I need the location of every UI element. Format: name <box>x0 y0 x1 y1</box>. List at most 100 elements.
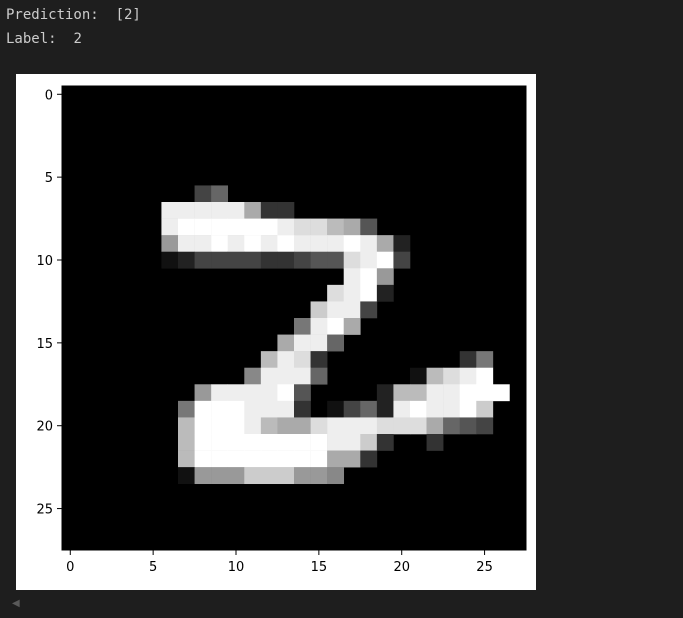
image-pixel <box>260 400 278 418</box>
image-pixel <box>343 434 361 451</box>
image-pixel <box>211 235 229 253</box>
image-pixel <box>294 467 311 485</box>
image-pixel <box>393 235 411 253</box>
image-pixel <box>244 417 262 435</box>
image-pixel <box>443 384 461 402</box>
image-pixel <box>294 351 311 369</box>
image-pixel <box>178 202 195 219</box>
image-pixel <box>260 202 278 219</box>
image-pixel <box>327 417 345 435</box>
image-pixel <box>178 251 195 269</box>
image-pixel <box>360 251 378 269</box>
prediction-value: [2] <box>115 7 141 23</box>
y-tick-label: 0 <box>45 88 53 103</box>
image-pixel <box>327 450 345 468</box>
image-pixel <box>426 367 444 385</box>
image-pixel <box>194 235 212 253</box>
image-pixel <box>227 450 245 468</box>
image-pixel <box>360 400 378 418</box>
image-pixel <box>376 235 394 253</box>
image-pixel <box>211 218 229 236</box>
y-tick-label: 20 <box>36 420 53 435</box>
image-pixel <box>343 318 361 335</box>
image-pixel <box>178 467 195 485</box>
image-pixel <box>211 185 229 203</box>
image-pixel <box>360 268 378 286</box>
image-pixel <box>360 434 378 451</box>
image-pixel <box>343 251 361 269</box>
image-pixel <box>310 218 328 236</box>
image-pixel <box>178 235 195 253</box>
image-pixel <box>178 450 195 468</box>
image-pixel <box>310 334 328 352</box>
image-pixel <box>227 417 245 435</box>
image-pixel <box>244 218 262 236</box>
image-pixel <box>426 417 444 435</box>
y-tick-label: 10 <box>36 254 53 269</box>
image-pixel <box>343 284 361 302</box>
image-pixel <box>343 218 361 236</box>
image-pixel <box>211 251 229 269</box>
image-pixel <box>227 467 245 485</box>
image-pixel <box>360 284 378 302</box>
image-pixel <box>393 251 411 269</box>
image-pixel <box>410 367 427 385</box>
image-pixel <box>244 235 262 253</box>
image-pixel <box>194 218 212 236</box>
image-pixel <box>178 434 195 451</box>
image-pixel <box>376 384 394 402</box>
scroll-left-icon[interactable]: ◀ <box>12 598 20 609</box>
image-pixel <box>376 400 394 418</box>
image-pixel <box>476 400 494 418</box>
image-pixel <box>178 417 195 435</box>
image-pixel <box>294 384 311 402</box>
image-pixel <box>327 284 345 302</box>
image-pixel <box>376 284 394 302</box>
image-pixel <box>277 434 295 451</box>
image-pixel <box>227 400 245 418</box>
image-pixel <box>211 417 229 435</box>
image-pixel <box>161 202 179 219</box>
image-pixel <box>260 351 278 369</box>
x-tick-label: 15 <box>311 560 328 575</box>
image-pixel <box>376 268 394 286</box>
image-pixel <box>227 202 245 219</box>
image-pixel <box>310 367 328 385</box>
y-tick-label: 15 <box>36 337 53 352</box>
image-pixel <box>310 351 328 369</box>
image-pixel <box>277 367 295 385</box>
image-pixels <box>62 86 526 550</box>
image-pixel <box>277 384 295 402</box>
image-pixel <box>426 400 444 418</box>
image-pixel <box>327 218 345 236</box>
image-pixel <box>194 251 212 269</box>
image-pixel <box>211 434 229 451</box>
image-pixel <box>244 400 262 418</box>
image-pixel <box>310 417 328 435</box>
image-pixel <box>393 417 411 435</box>
image-pixel <box>277 351 295 369</box>
image-pixel <box>492 384 510 402</box>
image-pixel <box>343 400 361 418</box>
image-pixel <box>211 400 229 418</box>
image-pixel <box>443 400 461 418</box>
image-pixel <box>194 400 212 418</box>
image-pixel <box>343 268 361 286</box>
image-pixel <box>260 251 278 269</box>
image-pixel <box>294 251 311 269</box>
image-pixel <box>294 434 311 451</box>
image-pixel <box>476 367 494 385</box>
image-pixel <box>310 251 328 269</box>
label-output-line: Label: 2 <box>6 29 82 49</box>
image-pixel <box>260 450 278 468</box>
image-pixel <box>343 417 361 435</box>
image-pixel <box>227 434 245 451</box>
image-pixel <box>459 417 477 435</box>
image-pixel <box>294 334 311 352</box>
image-pixel <box>459 384 477 402</box>
image-pixel <box>277 334 295 352</box>
image-pixel <box>294 417 311 435</box>
image-pixel <box>360 218 378 236</box>
x-tick-label: 25 <box>476 560 493 575</box>
image-pixel <box>194 417 212 435</box>
